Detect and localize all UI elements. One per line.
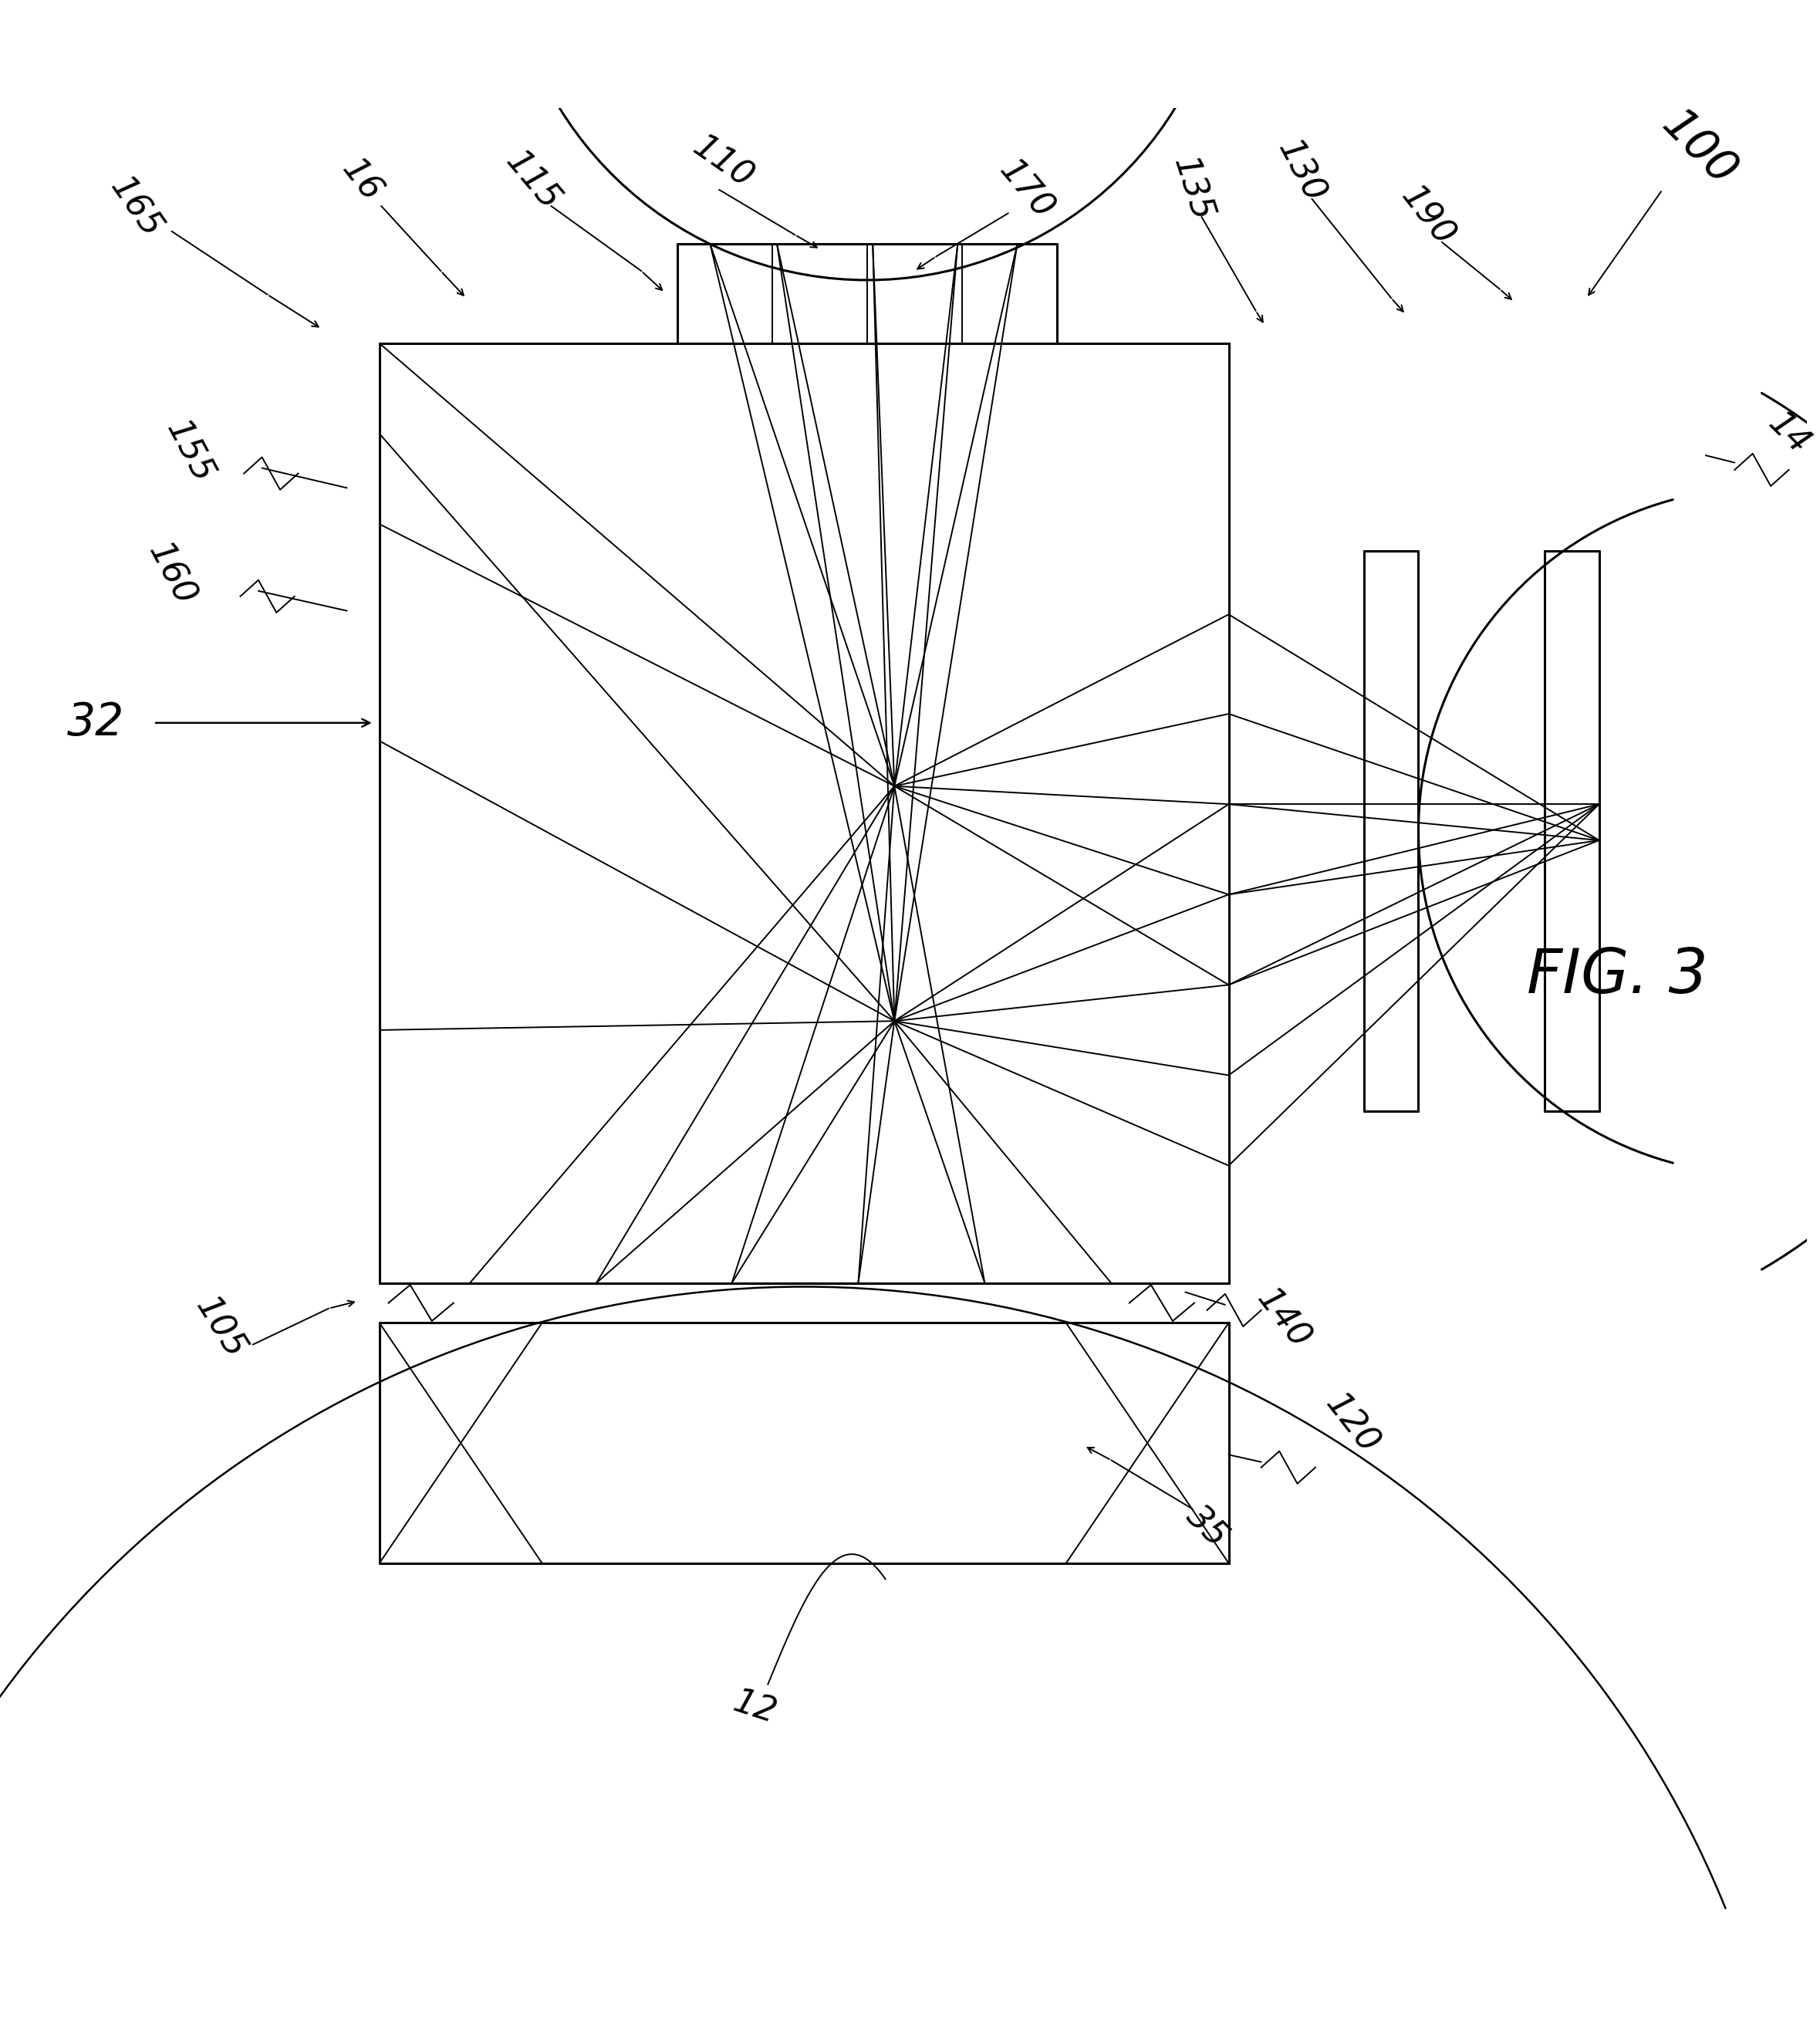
Text: 130: 130 bbox=[1270, 136, 1330, 208]
Text: 12: 12 bbox=[730, 1686, 781, 1731]
Text: 14: 14 bbox=[1762, 407, 1816, 461]
Text: 35: 35 bbox=[1179, 1500, 1234, 1554]
Text: 135: 135 bbox=[1167, 154, 1218, 227]
Text: 160: 160 bbox=[142, 538, 202, 611]
Text: 140: 140 bbox=[1250, 1283, 1316, 1356]
Text: 190: 190 bbox=[1394, 180, 1461, 253]
Text: FIG. 3: FIG. 3 bbox=[1527, 945, 1707, 1006]
Text: 155: 155 bbox=[160, 415, 220, 488]
Text: 120: 120 bbox=[1318, 1388, 1385, 1459]
Text: 165: 165 bbox=[104, 172, 167, 245]
Text: 115: 115 bbox=[499, 146, 566, 217]
Text: 105: 105 bbox=[189, 1291, 251, 1364]
Text: 100: 100 bbox=[1653, 103, 1744, 194]
Text: 170: 170 bbox=[992, 154, 1059, 225]
Text: 110: 110 bbox=[686, 130, 759, 194]
Text: 32: 32 bbox=[67, 700, 124, 745]
Text: 16: 16 bbox=[335, 154, 388, 208]
